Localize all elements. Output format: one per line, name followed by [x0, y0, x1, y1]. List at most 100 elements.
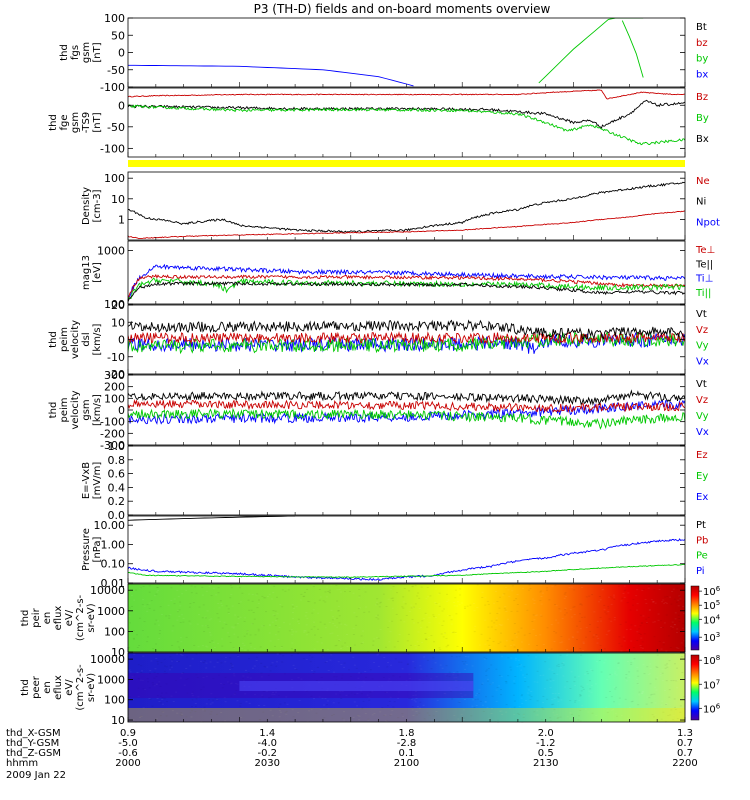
y-axis-label: eflux [53, 606, 64, 631]
legend-Vt: Vt [696, 379, 707, 390]
series-Ti⊥-line [128, 263, 685, 301]
series-Vt-line [128, 389, 685, 406]
y-tick-label: 1000 [97, 673, 125, 686]
y-tick-label: 50 [111, 29, 125, 42]
legend-Vt: Vt [696, 309, 707, 320]
y-axis-label: thd [48, 331, 59, 348]
panel-frame [127, 87, 686, 158]
y-axis-label: en [42, 681, 53, 694]
y-tick-label: 0 [118, 47, 125, 60]
y-tick-label: 100 [104, 694, 125, 707]
legend-Pb: Pb [696, 535, 708, 546]
series-by-line [538, 18, 644, 84]
x-axis-row-value: 0.7 [677, 738, 693, 749]
series-Pi-line [128, 538, 685, 581]
y-axis-label: eV/ [64, 679, 75, 696]
y-axis-label: -TS9 [81, 112, 92, 134]
colorbar-tick-label: 105 [703, 599, 720, 612]
legend-bx: bx [696, 69, 708, 80]
y-axis-label: peim [59, 397, 70, 422]
legend-Pt: Pt [696, 520, 706, 531]
x-axis-row-value: -2.8 [397, 738, 417, 749]
y-tick-label: 1.00 [101, 538, 126, 551]
y-tick-label: -200 [100, 427, 125, 440]
series-Vy-line [128, 407, 685, 430]
y-axis-label: fge [59, 114, 70, 130]
y-axis-label: [nPa] [92, 536, 103, 562]
y-axis-label: [cm-3] [92, 189, 103, 222]
y-axis-label: eV/ [64, 609, 75, 626]
series-Ti||-line [128, 277, 685, 300]
plot-title: P3 (TH-D) fields and on-board moments ov… [254, 2, 551, 16]
legend-Npot: Npot [696, 217, 720, 228]
y-tick-label: 0 [118, 404, 125, 417]
x-axis-row-value: 1.3 [677, 728, 693, 739]
panel-0: Bt bz by bx 100 50 0 -50 -100 thd fgs gsm [nT] [59, 12, 708, 94]
y-axis-label: thd [48, 114, 59, 131]
y-axis-label: E=-VxB [81, 462, 92, 499]
date-label: 2009 Jan 22 [6, 770, 66, 781]
legend-Vy: Vy [696, 411, 709, 422]
panel-frame [127, 17, 686, 88]
legend-Pi: Pi [696, 566, 705, 577]
y-tick-label: 100 [104, 298, 125, 311]
x-axis-row-value: 0.7 [677, 748, 693, 759]
x-axis-row-value: 2000 [115, 758, 140, 769]
y-axis-label: [mV/m] [92, 462, 103, 500]
legend-Ti||: Ti|| [695, 288, 711, 299]
x-axis-row-value: 2.0 [538, 728, 554, 739]
series-Pe-line [128, 563, 685, 579]
legend-Bx: Bx [696, 134, 709, 145]
legend-Pe: Pe [696, 551, 708, 562]
x-axis-row-value: 2200 [672, 758, 697, 769]
legend-Te||: Te|| [695, 259, 713, 270]
series-Te⊥-line [128, 273, 685, 300]
colorbar-tick-label: 106 [703, 702, 721, 715]
x-axis-row-value: 2030 [255, 758, 280, 769]
series-Bz-line [128, 89, 685, 100]
legend-Bt: Bt [696, 22, 707, 33]
y-axis-label: [eV] [92, 262, 103, 283]
y-axis-label: peer [31, 675, 42, 699]
legend-Vx: Vx [696, 427, 709, 438]
y-tick-label: -100 [100, 142, 125, 155]
y-axis-label: peim [59, 327, 70, 352]
y-tick-label: 10.00 [94, 519, 126, 532]
x-axis-row-label: thd_Y-GSM [6, 738, 59, 749]
y-axis-label: thd [20, 679, 31, 696]
legend-Ey: Ey [696, 471, 708, 482]
series-Vz-line [128, 398, 685, 414]
y-tick-label: 1000 [97, 605, 125, 618]
y-tick-label: -100 [100, 416, 125, 429]
legend-Bz: Bz [696, 92, 708, 103]
legend-Te⊥: Te⊥ [695, 245, 715, 256]
series-Pt-line [128, 516, 296, 521]
y-tick-label: 100 [104, 172, 125, 185]
series-By-line [128, 104, 685, 146]
x-axis-row-value: -0.6 [118, 748, 138, 759]
y-axis-label: [nT] [92, 42, 103, 62]
legend-Vz: Vz [696, 395, 708, 406]
legend-Vx: Vx [696, 356, 709, 367]
y-axis-label: Pressure [81, 528, 92, 571]
panel-7: Pt Pb Pe Pi 10.00 1.00 0.10 0.01 Pressure [nPa] [81, 515, 708, 590]
y-tick-label: -50 [107, 121, 125, 134]
series-Bx-line [128, 99, 685, 129]
y-tick-label: -10 [107, 351, 125, 364]
y-axis-label: (cm^2-s- [75, 664, 86, 711]
y-axis-label: velocity [70, 390, 81, 429]
y-axis-label: gsm [81, 42, 92, 63]
spectrogram-band [128, 708, 685, 722]
panel-3: Te⊥ Te|| Ti⊥ Ti|| 1000 100 mag13 [eV] [81, 240, 715, 311]
y-axis-label: velocity [70, 320, 81, 359]
y-tick-label: 0 [118, 99, 125, 112]
panel-frame [127, 445, 686, 516]
colorbar-8 [690, 585, 700, 651]
x-axis-row-value: 0.9 [120, 728, 136, 739]
y-axis-label: thd [59, 44, 70, 61]
x-axis-row-label: thd_Z-GSM [6, 748, 61, 759]
y-axis-label: peir [31, 607, 42, 627]
y-tick-label: 1000 [97, 244, 125, 257]
